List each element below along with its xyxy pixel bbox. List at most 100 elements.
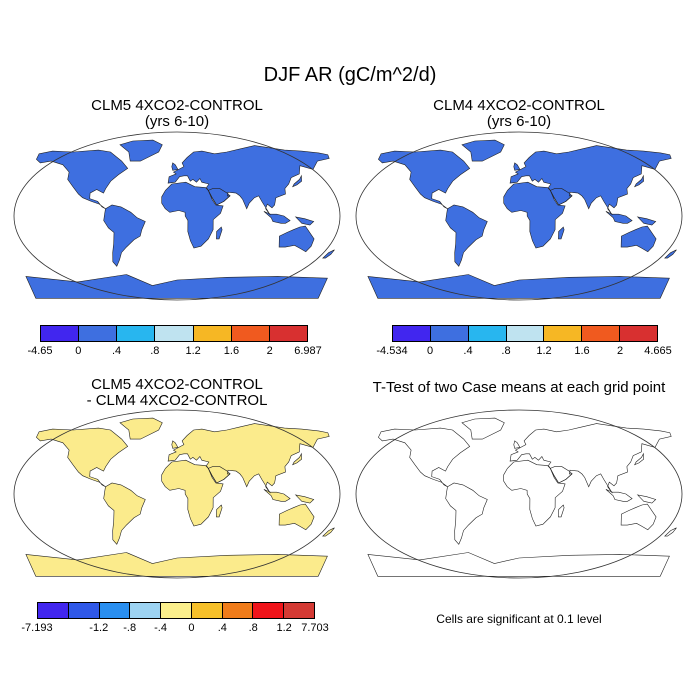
colorbar-tick-label: .8 [248,622,258,634]
colorbar-box [253,603,285,618]
colorbar-tick-label: 0 [426,345,434,357]
coast-madagascar [216,226,223,240]
land-japan [634,175,644,187]
coast-greenland [461,139,505,162]
colorbar-tick-label: -4.65 [27,345,53,357]
land-north-america [378,150,470,209]
map-border [355,409,683,579]
coast-north-america [378,149,471,209]
land-madagascar [558,227,565,239]
land-new-zealand [664,527,677,537]
colorbar-boxes [392,325,658,342]
colorbar-tick-label: 1.2 [536,345,552,357]
coast-africa [161,459,224,527]
colorbar-box [99,603,131,618]
coast-japan [634,174,644,188]
coast-new-zealand [664,527,677,537]
coast-uk [171,162,179,171]
land-arabia [550,188,572,205]
colorbar-tick-label: 1.6 [574,345,590,357]
land-japan [292,175,302,187]
land-new-zealand [664,249,677,259]
coast-arabia [549,466,573,484]
land-uk [171,162,178,171]
coast-africa [503,181,566,249]
coast-eurasia [167,145,330,216]
colorbar-box [191,603,223,618]
colorbar-diff: -7.193 -1.2 -.8 -.4 0 .4 .8 1.2 7.703 [21,602,329,638]
colorbar-tick-label: 6.987 [294,345,322,357]
colorbar-box [161,603,192,618]
colorbar-box [130,603,162,618]
colorbar-box [41,326,80,341]
map-border [355,131,683,301]
coast-indonesia [263,489,291,502]
land-layer [25,140,335,299]
colorbar-tick-label: -4.534 [376,345,408,357]
land-layer [367,418,677,577]
land-madagascar [216,505,223,517]
panel-clm5-title: CLM5 4XCO2-CONTROL (yrs 6-10) [12,98,342,130]
coast-uk [171,440,179,449]
colorbar-box [506,326,545,341]
panel-clm5-title-line1: CLM5 4XCO2-CONTROL [91,97,263,114]
map-diff [13,409,341,579]
colorbar-clm5: -4.65 0 .4 .8 1.2 1.6 2 6.987 [27,325,322,361]
land-africa [503,182,566,248]
coast-greenland [119,139,163,162]
coastline-layer [367,139,677,299]
land-africa [161,460,224,526]
coast-new-guinea [294,494,315,504]
colorbar-tick-label: .4 [217,622,227,634]
map-ttest [355,409,683,579]
land-australia [621,504,657,530]
colorbar-box [117,326,156,341]
coast-new-zealand [322,527,335,537]
coast-new-guinea [636,216,657,226]
coastline-layer [25,139,335,299]
colorbar-box [38,603,69,618]
colorbar-box [222,603,254,618]
land-south-america [103,205,146,267]
coast-south-america [103,482,146,545]
land-greenland [462,140,505,162]
colorbar-tick-label: .8 [150,345,160,357]
coast-antarctica [367,552,670,577]
land-new-zealand [322,249,335,259]
colorbar-tick-label: 2 [266,345,273,357]
coast-eurasia [509,423,672,494]
land-new-guinea [295,216,314,226]
panel-clm4-title-line1: CLM4 4XCO2-CONTROL [433,97,605,114]
land-new-guinea [637,216,656,226]
land-madagascar [216,227,223,239]
land-antarctica [367,274,670,299]
colorbar-box [68,603,100,618]
land-new-zealand [322,527,335,537]
land-greenland [462,418,505,440]
coast-australia [278,503,315,531]
colorbar-tick-label: 1.6 [223,345,240,357]
colorbar-tick-label: .4 [111,345,122,357]
coast-new-guinea [294,216,315,226]
land-arabia [208,466,230,483]
coast-south-america [445,482,488,545]
coast-new-guinea [636,494,657,504]
colorbar-box [269,326,307,341]
land-eurasia [168,145,330,216]
colorbar-tick-label: .4 [463,345,473,357]
land-africa [503,460,566,526]
coast-eurasia [167,423,330,494]
land-arabia [208,188,230,205]
land-australia [279,504,315,530]
coast-africa [503,459,566,527]
colorbar-box [393,326,431,341]
coast-japan [292,174,302,188]
colorbar-tick-label: 1.2 [185,345,201,357]
colorbar-clm4: -4.534 0 .4 .8 1.2 1.6 2 4.665 [376,325,672,361]
coast-australia [278,225,315,253]
figure-title: DJF AR (gC/m^2/d) [263,64,437,86]
map-border [13,409,341,579]
colorbar-tick-label: 0 [75,345,82,357]
coast-japan [292,452,302,466]
coast-arabia [549,188,573,206]
